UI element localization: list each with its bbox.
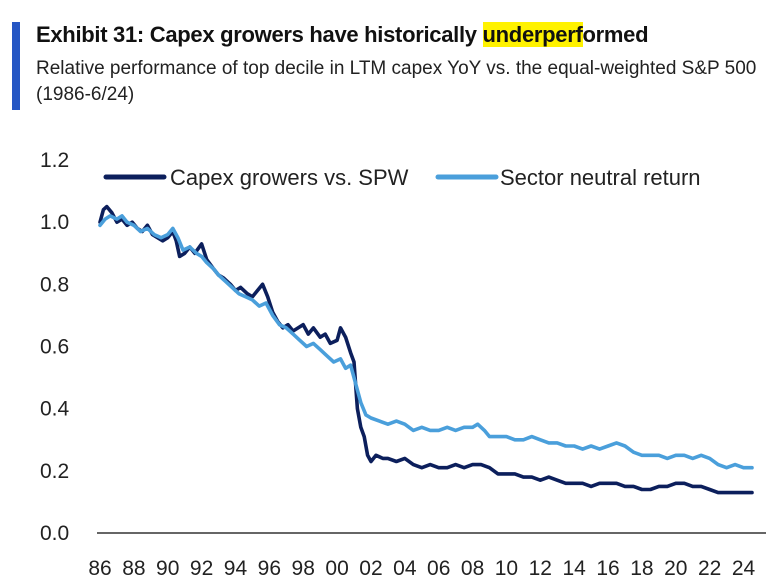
x-tick-label: 18	[630, 557, 653, 580]
legend: Capex growers vs. SPW Sector neutral retu…	[103, 165, 701, 190]
y-tick-label: 0.6	[40, 336, 69, 359]
y-tick-label: 0.2	[40, 460, 69, 483]
x-tick-label: 88	[122, 557, 145, 580]
x-tick-label: 94	[224, 557, 248, 580]
x-tick-label: 86	[88, 557, 111, 580]
x-tick-label: 16	[596, 557, 619, 580]
x-tick-label: 04	[393, 557, 417, 580]
chart-title-post: ormed	[582, 22, 649, 47]
y-tick-label: 0.8	[40, 273, 69, 296]
x-tick-label: 22	[698, 557, 721, 580]
x-tick-label: 90	[156, 557, 179, 580]
x-tick-label: 02	[359, 557, 382, 580]
y-tick-label: 1.2	[40, 149, 69, 172]
legend-label: Sector neutral return	[500, 165, 701, 190]
y-axis-ticks: 0.0 0.2 0.4 0.6 0.8 1.0 1.2	[40, 149, 70, 545]
x-tick-label: 20	[664, 557, 687, 580]
x-tick-label: 10	[495, 557, 518, 580]
x-tick-label: 96	[258, 557, 281, 580]
x-tick-label: 08	[461, 557, 484, 580]
series-line-sector-neutral	[98, 214, 754, 470]
chart-title: Exhibit 31: Capex growers have historica…	[36, 22, 649, 48]
chart-subtitle: Relative performance of top decile in LT…	[36, 58, 757, 105]
series-line-capex-growers	[98, 204, 754, 495]
x-tick-label: 14	[563, 557, 587, 580]
x-tick-label: 06	[427, 557, 450, 580]
y-tick-label: 0.4	[40, 398, 70, 421]
x-tick-label: 92	[190, 557, 213, 580]
series-layer	[98, 204, 754, 495]
x-tick-label: 00	[325, 557, 348, 580]
x-tick-label: 24	[732, 557, 756, 580]
chart-title-highlight: underperf	[482, 22, 583, 47]
legend-label: Capex growers vs. SPW	[170, 165, 409, 190]
x-axis-ticks: 86 88 90 92 94 96 98 00 02 04 06 08 10 12 14 16 18 20 22 24	[88, 557, 755, 580]
x-tick-label: 12	[529, 557, 552, 580]
y-tick-label: 1.0	[40, 211, 69, 234]
accent-bar	[12, 22, 20, 110]
chart-title-pre: Exhibit 31: Capex growers have historica…	[36, 22, 483, 47]
x-tick-label: 98	[292, 557, 315, 580]
y-tick-label: 0.0	[40, 522, 69, 545]
